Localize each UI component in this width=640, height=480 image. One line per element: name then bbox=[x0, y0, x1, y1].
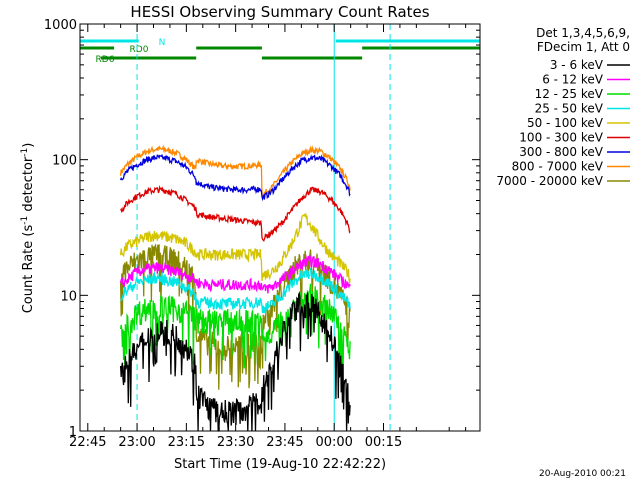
flag-label-rd0: RD0 bbox=[130, 45, 149, 55]
y-tick-label-2: 100 bbox=[52, 154, 77, 169]
legend: Det 1,3,4,5,6,9, FDecim 1, Att 0 3 - 6 k… bbox=[496, 26, 630, 188]
legend-label-4: 50 - 100 keV bbox=[527, 116, 604, 130]
x-tick-label-2: 23:15 bbox=[168, 435, 205, 450]
x-tick-label-0: 22:45 bbox=[69, 435, 106, 450]
flag-label-n: N bbox=[159, 38, 166, 48]
y-axis-label: Count Rate (s-1 detector-1) bbox=[20, 143, 36, 314]
series-line-0 bbox=[119, 144, 351, 198]
y-axis-label-main: Count Rate (s bbox=[21, 225, 36, 314]
series-line-2 bbox=[120, 184, 351, 242]
y-tick-label-0: 1 bbox=[69, 425, 77, 440]
plot-frame bbox=[79, 23, 481, 432]
footer-timestamp: 20-Aug-2010 00:21 bbox=[539, 469, 626, 479]
x-axis-label: Start Time (19-Aug-10 22:42:22) bbox=[174, 457, 386, 472]
y-axis-ticks: 1 10 100 1000 bbox=[44, 18, 480, 440]
legend-label-1: 6 - 12 keV bbox=[542, 73, 604, 87]
legend-label-7: 800 - 7000 keV bbox=[512, 160, 604, 174]
x-tick-label-5: 00:00 bbox=[315, 435, 352, 450]
x-tick-label-3: 23:30 bbox=[217, 435, 254, 450]
legend-label-5: 100 - 300 keV bbox=[519, 131, 603, 145]
legend-header-2: FDecim 1, Att 0 bbox=[537, 40, 630, 54]
x-axis-ticks: 22:45 23:00 23:15 23:30 23:45 00:00 00:15 bbox=[69, 24, 467, 450]
x-tick-label-4: 23:45 bbox=[266, 435, 303, 450]
chart-title: HESSI Observing Summary Count Rates bbox=[130, 3, 429, 21]
legend-header-1: Det 1,3,4,5,6,9, bbox=[536, 26, 630, 40]
series-line-8 bbox=[119, 290, 351, 432]
legend-label-2: 12 - 25 keV bbox=[535, 87, 604, 101]
y-axis-label-sup2: -1 bbox=[20, 148, 30, 157]
y-tick-label-1: 10 bbox=[60, 289, 77, 304]
series-line-1 bbox=[119, 153, 351, 202]
legend-label-6: 300 - 800 keV bbox=[519, 145, 603, 159]
series-line-6 bbox=[120, 267, 351, 314]
legend-label-0: 3 - 6 keV bbox=[550, 58, 604, 72]
x-tick-label-1: 23:00 bbox=[118, 435, 155, 450]
y-axis-label-mid: detector bbox=[21, 156, 36, 216]
x-tick-label-6: 00:15 bbox=[365, 435, 402, 450]
series-line-3 bbox=[119, 212, 351, 284]
flag-label-rd6: RD6 bbox=[96, 55, 115, 65]
y-axis-label-end: ) bbox=[21, 143, 36, 148]
y-tick-label-3: 1000 bbox=[44, 18, 77, 33]
series-line-4 bbox=[119, 243, 351, 390]
legend-label-8: 7000 - 20000 keV bbox=[496, 174, 603, 188]
series-line-5 bbox=[119, 254, 351, 294]
series-line-7 bbox=[119, 283, 351, 376]
legend-label-3: 25 - 50 keV bbox=[535, 102, 604, 116]
vertical-markers bbox=[136, 24, 391, 431]
flag-bars: N RD0 RD6 bbox=[80, 38, 480, 65]
y-axis-label-sup1: -1 bbox=[20, 216, 30, 225]
series-lines bbox=[119, 144, 351, 432]
